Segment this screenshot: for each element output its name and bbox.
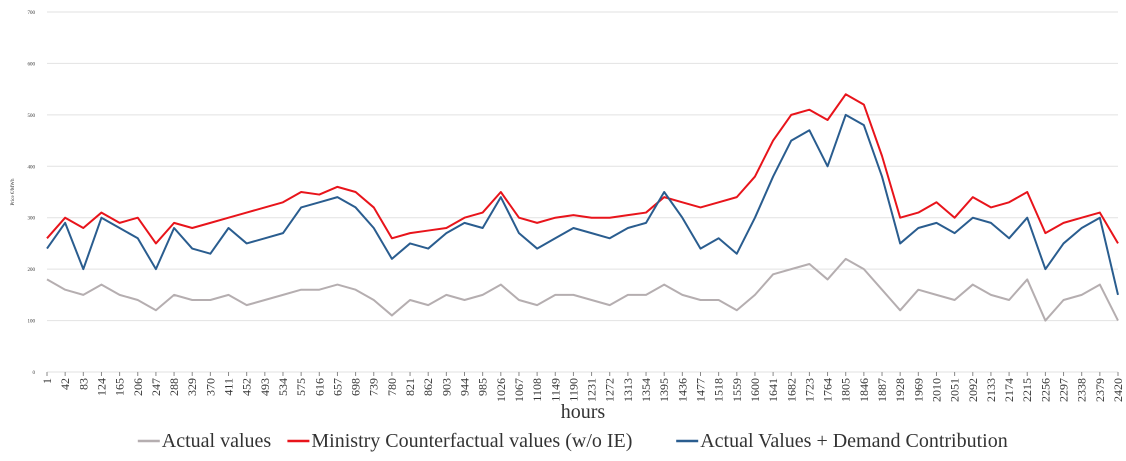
x-tick-label: 1 (40, 378, 54, 384)
x-tick-label: 2051 (948, 378, 962, 402)
x-tick-label: 2338 (1075, 378, 1089, 402)
x-tick-label: 903 (439, 378, 453, 396)
x-tick-label: 83 (76, 378, 90, 390)
x-tick-label: 862 (421, 378, 435, 396)
x-tick-label: 534 (276, 378, 290, 396)
y-tick-label: 100 (28, 320, 36, 325)
y-tick-label: 300 (28, 217, 36, 222)
y-tick-label: 400 (28, 165, 36, 170)
y-tick-label: 500 (28, 114, 36, 119)
x-axis-label: hours (561, 401, 606, 423)
x-tick-label: 1805 (839, 378, 853, 402)
x-tick-label: 2133 (984, 378, 998, 402)
x-tick-label: 370 (203, 378, 217, 396)
x-tick-label: 206 (131, 378, 145, 396)
x-tick-label: 1026 (494, 378, 508, 402)
legend-label: Ministry Counterfactual values (w/o IE) (311, 430, 632, 452)
x-tick-label: 698 (349, 378, 363, 396)
x-tick-label: 985 (476, 378, 490, 396)
x-tick-label: 452 (240, 378, 254, 396)
x-tick-label: 288 (167, 378, 181, 396)
x-tick-label: 1313 (621, 378, 635, 402)
x-tick-label: 2420 (1111, 378, 1125, 402)
y-tick-label: 600 (28, 62, 36, 67)
x-tick-label: 1272 (603, 378, 617, 402)
x-tick-label: 2256 (1038, 378, 1052, 402)
x-tick-label: 2297 (1057, 378, 1071, 402)
x-tick-label: 1067 (512, 378, 526, 402)
x-tick-label: 821 (403, 378, 417, 396)
y-tick-label: 200 (28, 268, 36, 273)
x-tick-label: 1600 (748, 378, 762, 402)
x-tick-label: 1559 (730, 378, 744, 402)
series-line (46, 257, 1119, 322)
y-axis-label: Price €/MWh (11, 178, 16, 206)
x-tick-label: 2092 (966, 378, 980, 402)
x-tick-label: 780 (385, 378, 399, 396)
x-tick-label: 616 (312, 378, 326, 396)
x-tick-label: 1149 (548, 378, 562, 402)
x-tick-label: 1682 (784, 378, 798, 402)
x-tick-label: 1108 (530, 378, 544, 402)
x-tick-label: 575 (294, 378, 308, 396)
x-tick-label: 42 (58, 378, 72, 390)
x-tick-label: 1231 (585, 378, 599, 402)
x-tick-label: 247 (149, 378, 163, 396)
x-tick-label: 1846 (857, 378, 871, 402)
x-tick-label: 2215 (1020, 378, 1034, 402)
legend-label: Actual values (162, 430, 272, 452)
x-tick-label: 1436 (675, 378, 689, 402)
x-tick-label: 1395 (657, 378, 671, 402)
x-tick-label: 739 (367, 378, 381, 396)
x-tick-label: 2174 (1002, 378, 1016, 402)
series-line (46, 113, 1119, 296)
y-tick-label: 700 (28, 11, 36, 16)
x-tick-label: 124 (94, 378, 108, 396)
x-tick-label: 1477 (693, 378, 707, 402)
x-tick-label: 1190 (566, 378, 580, 402)
x-tick-label: 1887 (875, 378, 889, 402)
x-tick-label: 493 (258, 378, 272, 396)
x-tick-label: 165 (113, 378, 127, 396)
x-tick-label: 1641 (766, 378, 780, 402)
x-tick-label: 1723 (802, 378, 816, 402)
x-tick-label: 944 (458, 378, 472, 396)
x-tick-label: 1764 (821, 378, 835, 402)
x-tick-label: 411 (222, 378, 236, 396)
x-tick-label: 2379 (1093, 378, 1107, 402)
series-line (46, 93, 1119, 245)
x-tick-label: 657 (330, 378, 344, 396)
legend-label: Actual Values + Demand Contribution (700, 430, 1008, 452)
x-tick-label: 1518 (712, 378, 726, 402)
x-tick-label: 1969 (911, 378, 925, 402)
y-tick-label: 0 (33, 371, 36, 376)
x-tick-label: 1928 (893, 378, 907, 402)
x-tick-label: 329 (185, 378, 199, 396)
x-tick-label: 1354 (639, 378, 653, 402)
x-tick-label: 2010 (929, 378, 943, 402)
